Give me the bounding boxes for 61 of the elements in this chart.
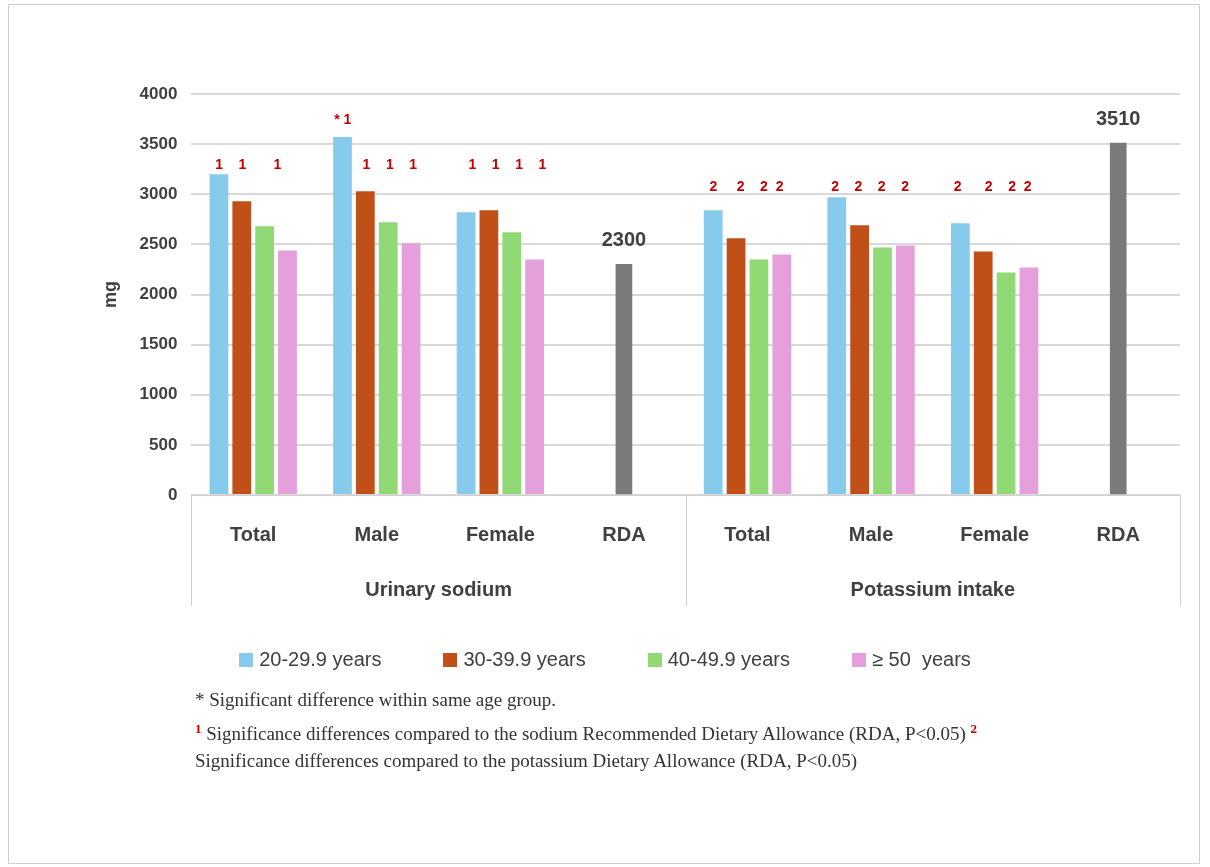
y-tick-label: 2500 — [139, 234, 178, 254]
bar — [1109, 142, 1127, 495]
y-axis-title: mg — [99, 281, 120, 308]
x-tick-label: Total — [230, 522, 277, 545]
bar — [996, 272, 1016, 494]
bar — [525, 259, 545, 494]
legend-label: ≥ 50 years — [872, 648, 971, 671]
x-tick-label: RDA — [602, 522, 646, 545]
legend-label: 20-29.9 years — [259, 648, 382, 671]
bar — [278, 250, 297, 494]
bar — [502, 232, 522, 494]
bar — [873, 247, 892, 494]
x-tick-label: RDA — [1096, 522, 1140, 545]
y-tick-label: 2000 — [139, 284, 178, 304]
bar — [749, 259, 769, 494]
bar — [333, 137, 352, 494]
bar — [255, 226, 275, 494]
bar — [850, 225, 870, 494]
annotation: 1 1 1 — [362, 155, 418, 172]
bar — [1019, 267, 1039, 494]
y-tick-label: 1500 — [139, 334, 178, 354]
text: * Significant difference within same age group. — [195, 688, 558, 712]
x-tick-label: Female — [465, 522, 535, 545]
bar — [401, 243, 421, 494]
bar — [355, 191, 375, 494]
y-tick-label: 4000 — [139, 83, 178, 103]
y-tick-label: 0 — [167, 484, 178, 504]
annotation: 1 1 1 — [215, 155, 282, 172]
legend-label: 30-39.9 years — [463, 648, 586, 671]
legend-label: 40-49.9 years — [667, 648, 791, 671]
annotation: 1 1 1 1 — [468, 155, 547, 172]
bar — [615, 264, 633, 495]
annotation: 2 2 2 2 — [953, 177, 1032, 194]
bar — [703, 210, 723, 494]
bar — [456, 212, 476, 494]
bar — [378, 222, 398, 494]
bar — [827, 197, 847, 494]
text: Potassium intake — [850, 577, 1016, 600]
text: $^{1}$ Significance differences compared to the sodium Recommended Dietary Allowance (RDA, P<0.05) $^{2}$ Significance differences compared to the potassium Dietary Allowance (RDA, P<0.05) — [195, 720, 978, 772]
bar — [895, 245, 915, 494]
bar — [973, 251, 993, 494]
bar — [950, 223, 970, 494]
x-tick-label: Female — [960, 522, 1030, 545]
data-label: 2300 — [601, 227, 647, 250]
bar — [232, 201, 252, 494]
text: Urinary sodium — [365, 577, 512, 600]
y-tick-label: 3000 — [139, 183, 178, 203]
bar — [209, 174, 229, 494]
data-label: 3510 — [1095, 106, 1141, 129]
annotation: * 1 — [334, 110, 352, 127]
x-tick-label: Total — [724, 522, 771, 545]
annotation: 2 2 2 2 — [709, 177, 784, 194]
y-tick-label: 1000 — [139, 384, 178, 404]
annotation: 2 2 2 2 — [831, 177, 910, 194]
bar — [772, 254, 792, 494]
bar — [726, 238, 746, 494]
y-tick-label: 500 — [149, 434, 178, 454]
x-tick-label: Male — [848, 522, 894, 545]
y-tick-label: 3500 — [139, 133, 178, 153]
bar — [479, 210, 499, 494]
x-tick-label: Male — [354, 522, 400, 545]
